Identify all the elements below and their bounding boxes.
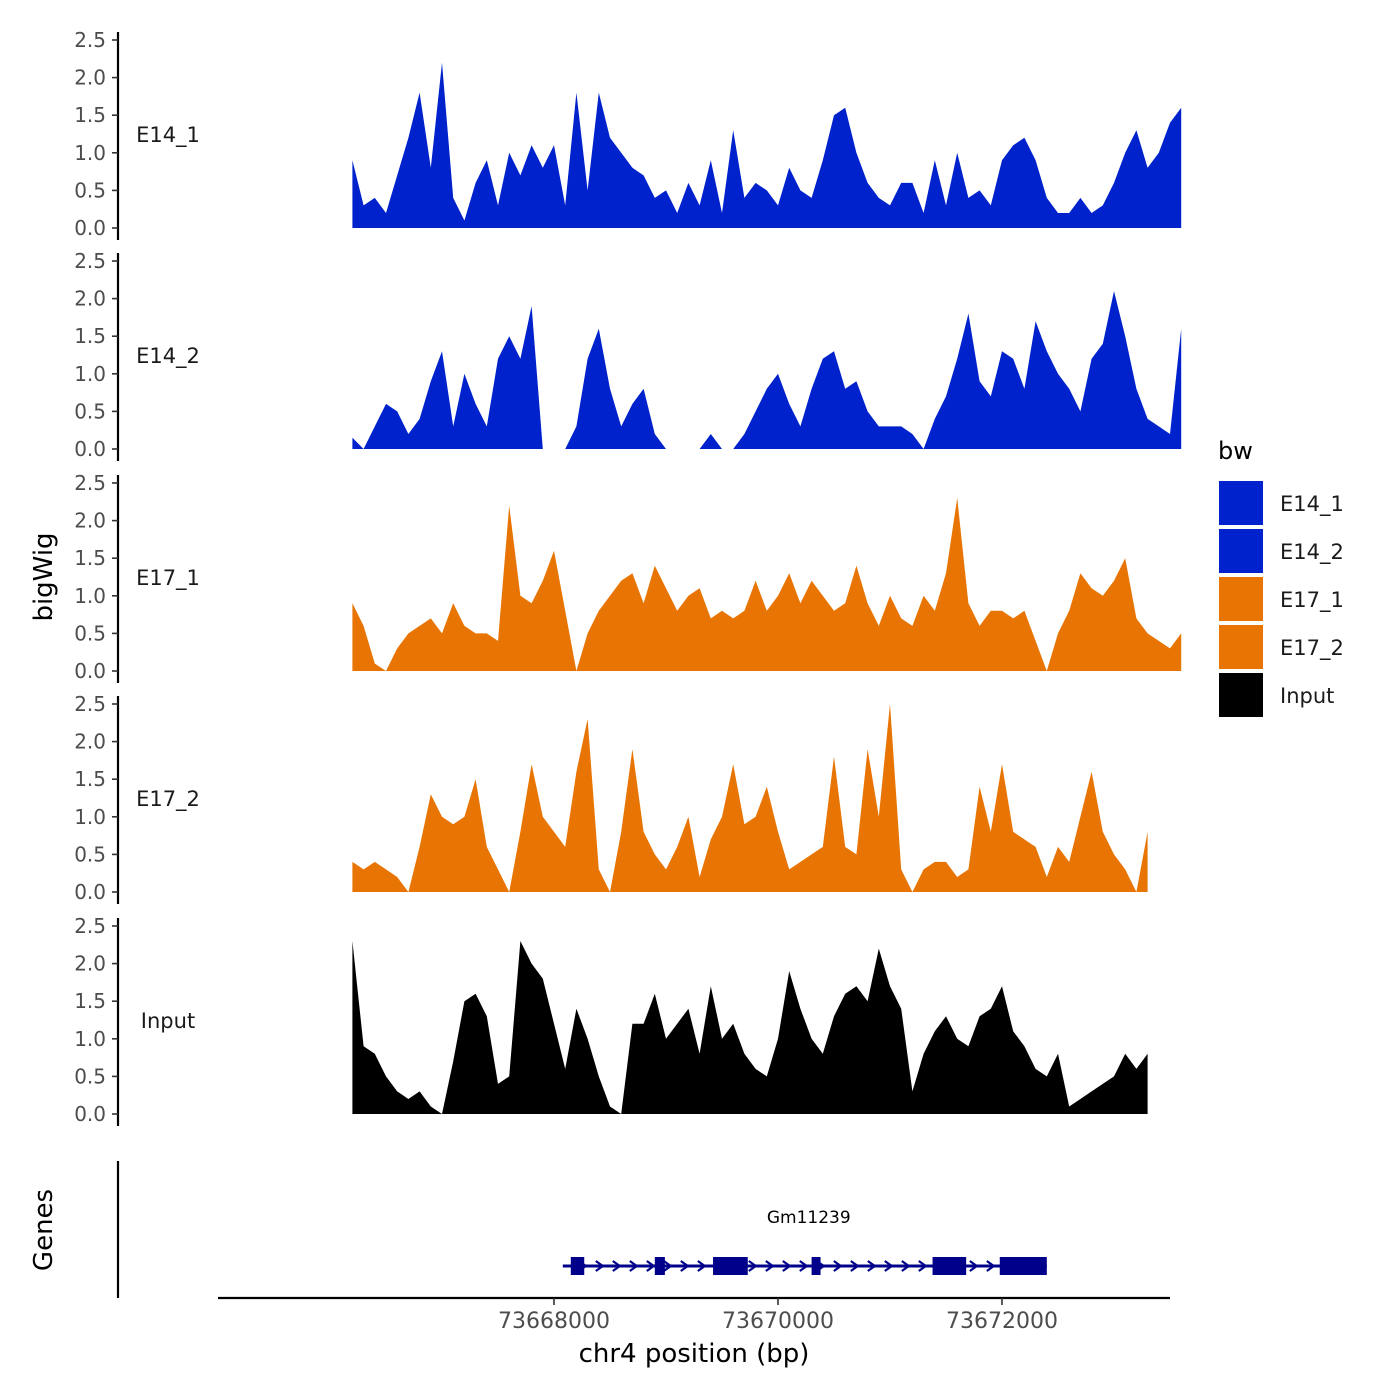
strand-arrow [969, 1260, 979, 1272]
y-tick-label: 1.0 [74, 1027, 106, 1051]
legend-label: E17_1 [1280, 588, 1344, 613]
strand-arrow [748, 1260, 758, 1272]
y-tick-label: 0.0 [74, 216, 106, 240]
legend-label: E17_2 [1280, 636, 1344, 661]
strand-arrow [629, 1260, 639, 1272]
y-tick-label: 2.0 [74, 287, 106, 311]
x-tick-label: 73668000 [498, 1309, 610, 1334]
strand-arrow [680, 1260, 690, 1272]
y-tick-label: 0.0 [74, 1102, 106, 1126]
y-tick-label: 1.5 [74, 989, 106, 1013]
y-axis-title: bigWig [29, 532, 59, 621]
strand-arrow [765, 1260, 775, 1272]
legend-label: Input [1280, 684, 1334, 708]
coverage-area-E14_1 [352, 62, 1182, 228]
y-tick-label: 0.0 [74, 437, 106, 461]
track-label: E17_2 [136, 787, 200, 812]
exon [654, 1257, 665, 1275]
strand-arrow [782, 1260, 792, 1272]
y-tick-label: 2.0 [74, 730, 106, 754]
strand-arrow [901, 1260, 911, 1272]
y-tick-label: 1.0 [74, 362, 106, 386]
y-tick-label: 2.5 [74, 692, 106, 716]
strand-arrow [612, 1260, 622, 1272]
track-E14_2: 0.0 0.5 1.0 1.5 2.0 2.5 E14_2 [74, 249, 1182, 461]
y-tick-label: 1.5 [74, 103, 106, 127]
track-label: Input [141, 1009, 195, 1033]
exon [570, 1257, 585, 1275]
y-tick-label: 0.0 [74, 880, 106, 904]
y-tick-label: 0.0 [74, 659, 106, 683]
strand-arrow [986, 1260, 996, 1272]
gene-label: Gm11239 [767, 1208, 851, 1228]
legend-swatch-E17_2 [1217, 623, 1265, 671]
legend-swatch-E14_2 [1217, 527, 1265, 575]
y-tick-label: 1.0 [74, 584, 106, 608]
track-label: E14_2 [136, 344, 200, 369]
strand-arrow [850, 1260, 860, 1272]
gene-panel-title: Genes [29, 1189, 59, 1271]
y-tick-label: 2.0 [74, 66, 106, 90]
strand-arrow [884, 1260, 894, 1272]
coverage-area-Input [352, 941, 1148, 1114]
coverage-area-E17_2 [352, 704, 1148, 892]
legend-title: bw [1218, 437, 1253, 465]
legend-swatch-E14_1 [1217, 479, 1265, 527]
y-tick-label: 0.5 [74, 621, 106, 645]
y-tick-label: 1.5 [74, 767, 106, 791]
coverage-tracks: 0.0 0.5 1.0 1.5 2.0 2.5 E14_1 0.0 0.5 1.0 1.5 2.0 2.… [74, 28, 1182, 1126]
x-tick-label: 73670000 [722, 1309, 834, 1334]
strand-arrow [663, 1260, 673, 1272]
legend-swatch-Input [1217, 671, 1265, 719]
y-tick-label: 0.5 [74, 1064, 106, 1088]
track-label: E17_1 [136, 566, 200, 591]
strand-arrow [799, 1260, 809, 1272]
gene-panel: Gm11239 [116, 1161, 1047, 1298]
strand-arrow [697, 1260, 707, 1272]
strand-arrow [867, 1260, 877, 1272]
track-E17_2: 0.0 0.5 1.0 1.5 2.0 2.5 E17_2 [74, 692, 1148, 904]
legend-swatch-E17_1 [1217, 575, 1265, 623]
strand-arrow [646, 1260, 656, 1272]
strand-arrow [833, 1260, 843, 1272]
legend-label: E14_1 [1280, 492, 1344, 517]
track-Input: 0.0 0.5 1.0 1.5 2.0 2.5 Input [74, 914, 1148, 1126]
track-E17_1: 0.0 0.5 1.0 1.5 2.0 2.5 E17_1 [74, 471, 1182, 683]
y-tick-label: 0.5 [74, 842, 106, 866]
gene-Gm11239: Gm11239 [562, 1208, 1047, 1275]
y-tick-label: 0.5 [74, 178, 106, 202]
y-tick-label: 1.5 [74, 324, 106, 348]
strand-arrow [595, 1260, 605, 1272]
x-tick-label: 73672000 [946, 1309, 1058, 1334]
x-axis: 73668000 73670000 73672000 [218, 1296, 1170, 1334]
y-tick-label: 2.0 [74, 952, 106, 976]
track-E14_1: 0.0 0.5 1.0 1.5 2.0 2.5 E14_1 [74, 28, 1182, 240]
x-axis-title: chr4 position (bp) [579, 1339, 810, 1369]
exon [713, 1257, 748, 1275]
y-tick-label: 2.5 [74, 28, 106, 52]
y-tick-label: 1.5 [74, 546, 106, 570]
y-tick-label: 1.0 [74, 805, 106, 829]
exon [811, 1257, 821, 1275]
y-tick-label: 1.0 [74, 141, 106, 165]
y-tick-label: 2.0 [74, 509, 106, 533]
y-tick-label: 0.5 [74, 399, 106, 423]
legend-label: E14_2 [1280, 540, 1344, 565]
strand-arrow [918, 1260, 928, 1272]
y-tick-label: 2.5 [74, 914, 106, 938]
exon [999, 1257, 1047, 1275]
coverage-area-E14_2 [352, 291, 1182, 449]
track-label: E14_1 [136, 123, 200, 148]
y-tick-label: 2.5 [74, 249, 106, 273]
exon [932, 1257, 967, 1275]
coverage-area-E17_1 [352, 498, 1182, 671]
legend: bw E14_1 E14_2 E17_1 E17_2 Input [1217, 437, 1344, 719]
y-tick-label: 2.5 [74, 471, 106, 495]
